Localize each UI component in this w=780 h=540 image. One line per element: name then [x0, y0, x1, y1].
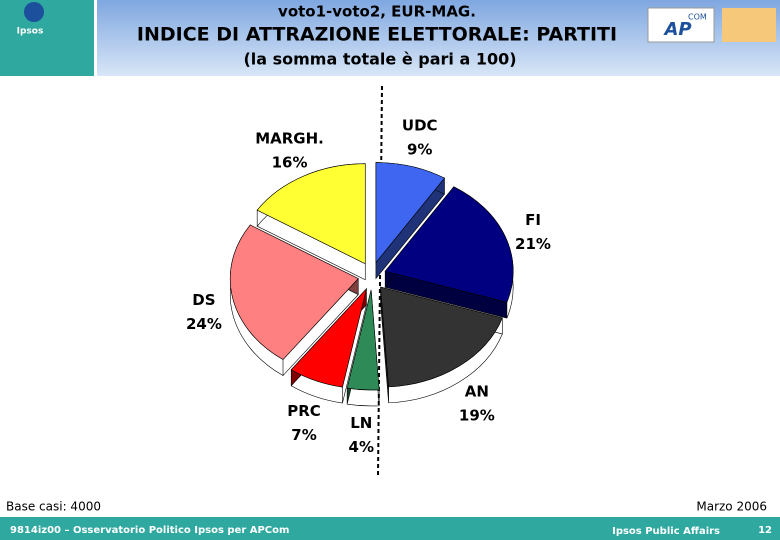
value-label: 21% [515, 235, 551, 253]
footer-left: 9814iz00 – Osservatorio Politico Ipsos p… [10, 525, 289, 536]
page-number: 12 [758, 525, 772, 536]
logo-box [0, 0, 94, 76]
slice [375, 162, 445, 264]
header-title: INDICE DI ATTRAZIONE ELETTORALE: PARTITI [137, 24, 617, 46]
slice-label: MARGH. [255, 129, 324, 147]
slice-label: DS [192, 291, 215, 309]
pie: UDC 9% FI 21% AN 19% LN 4% PRC 7% DS 24% MARGH. 16% [186, 117, 551, 457]
header-subtitle: (la somma totale è pari a 100) [243, 50, 516, 69]
slice-label: FI [525, 211, 541, 229]
divider [377, 85, 383, 477]
logo-text: Ipsos [17, 27, 44, 37]
slice [229, 224, 359, 360]
value-label: 4% [349, 438, 374, 456]
value-label: 16% [272, 153, 308, 171]
slice [290, 287, 368, 388]
header-line1: voto1-voto2, EUR-MAG. [278, 3, 476, 21]
logo-mark [24, 2, 44, 22]
slice [256, 163, 366, 265]
slice-label: UDC [402, 117, 438, 135]
partner-logo-text: AP [662, 19, 691, 40]
slice-label: AN [465, 383, 489, 401]
partner-logo-2 [722, 8, 776, 42]
value-label: 19% [459, 407, 495, 425]
partner-logo-top: COM [688, 13, 707, 22]
footer-right: Ipsos Public Affairs [612, 526, 720, 537]
date-note: Marzo 2006 [696, 500, 767, 514]
value-label: 7% [291, 426, 316, 444]
slice [346, 289, 380, 391]
slice [384, 186, 514, 303]
slice-label: LN [350, 414, 372, 432]
value-label: 9% [407, 141, 432, 159]
value-label: 24% [186, 315, 222, 333]
base-note: Base casi: 4000 [6, 500, 101, 514]
footer-band [0, 517, 780, 540]
slice [380, 286, 503, 388]
slice-label: PRC [287, 402, 321, 420]
partner-logo [647, 7, 715, 43]
